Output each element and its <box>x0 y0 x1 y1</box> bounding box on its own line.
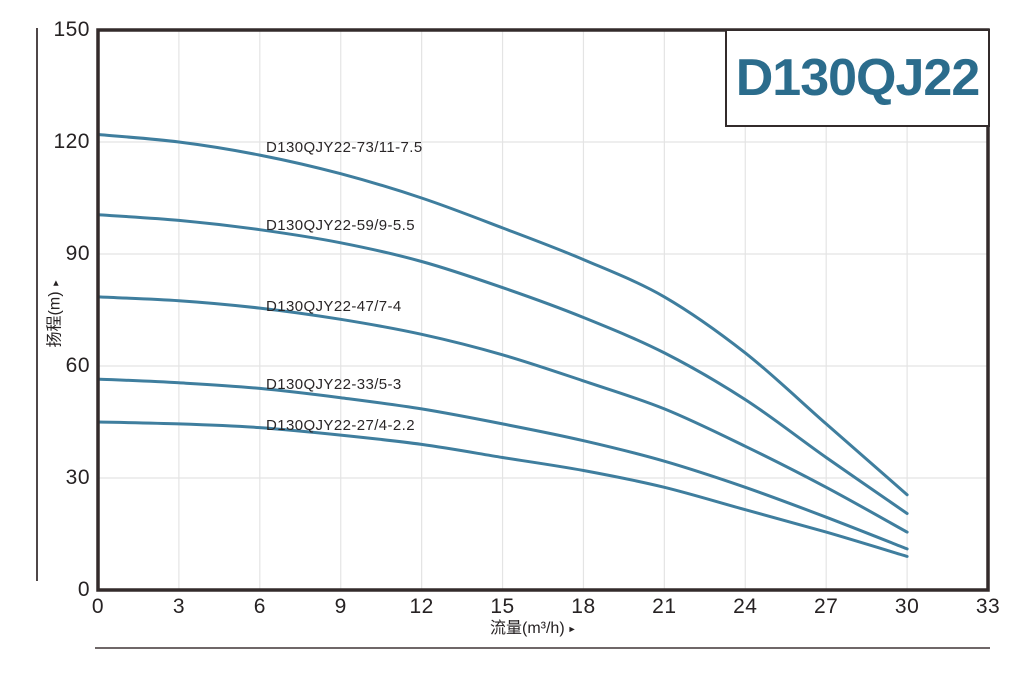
y-axis-title-text: 扬程(m) <box>46 291 64 348</box>
y-tick-label: 0 <box>77 578 90 601</box>
x-tick-label: 24 <box>733 595 758 618</box>
series-title: D130QJ22 <box>735 49 981 107</box>
curve-label: D130QJY22-59/9-5.5 <box>266 217 415 234</box>
curve-label: D130QJY22-47/7-4 <box>266 298 402 315</box>
up-arrow-icon: ► <box>50 278 60 288</box>
y-tick-label: 90 <box>65 242 90 265</box>
curve-label: D130QJY22-27/4-2.2 <box>266 417 415 434</box>
curve-label: D130QJY22-73/11-7.5 <box>266 139 423 156</box>
y-axis-title: 扬程(m) ► <box>46 251 66 376</box>
curve-label: D130QJY22-33/5-3 <box>266 376 402 393</box>
x-tick-label: 27 <box>813 595 839 618</box>
x-tick-label: 3 <box>172 595 185 618</box>
x-tick-label: 15 <box>490 595 515 618</box>
x-axis-title-text: 流量(m³/h) <box>490 620 565 637</box>
pump-curve <box>96 295 909 534</box>
y-tick-label: 120 <box>53 130 90 153</box>
right-arrow-icon: ► <box>567 623 577 634</box>
y-tick-label: 60 <box>65 354 90 377</box>
y-tick-label: 30 <box>65 466 90 489</box>
pump-curve <box>96 213 909 515</box>
x-tick-label: 30 <box>894 595 920 618</box>
x-axis-title: 流量(m³/h) ► <box>490 619 577 639</box>
pump-curve <box>96 420 909 558</box>
pump-curve <box>96 377 909 551</box>
x-tick-label: 9 <box>334 595 347 618</box>
gridlines <box>99 31 987 589</box>
x-tick-label: 18 <box>571 595 596 618</box>
x-tick-label: 0 <box>91 595 105 618</box>
pump-curve <box>96 133 909 497</box>
y-tick-label: 150 <box>53 18 90 41</box>
plot-border <box>96 28 990 592</box>
x-tick-label: 12 <box>409 595 434 618</box>
series-title-box: D130QJ22 <box>725 29 990 127</box>
x-tick-label: 21 <box>652 595 677 618</box>
x-tick-label: 6 <box>253 595 266 618</box>
bottom-underline <box>95 647 990 649</box>
pump-curves <box>96 133 909 558</box>
left-border-line <box>36 28 38 581</box>
x-tick-label: 33 <box>975 595 1001 618</box>
